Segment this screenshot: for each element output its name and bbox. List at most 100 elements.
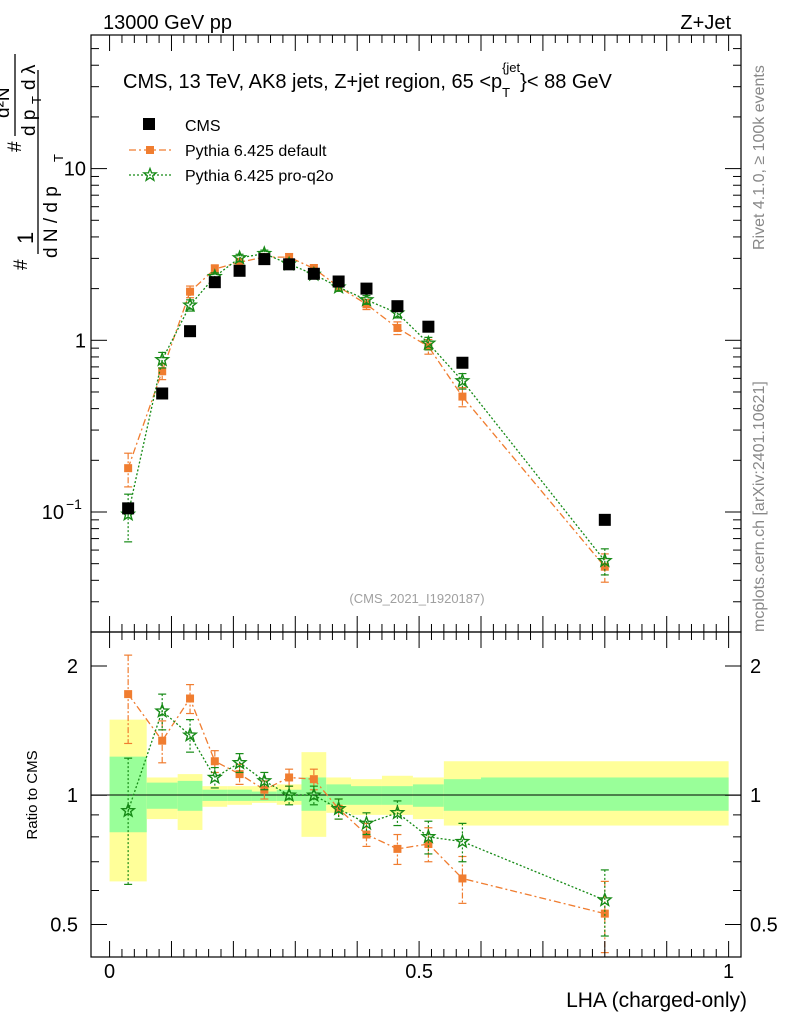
ratio-band-inner [412, 784, 444, 807]
analysis-watermark: (CMS_2021_I1920187) [349, 591, 484, 606]
cms-point [307, 267, 320, 280]
plot-title: CMS, 13 TeV, AK8 jets, Z+jet region, 65 … [123, 60, 613, 100]
main-y-axis-label: # 1 d N / d p T # d²N d p T d λ [0, 54, 66, 270]
cms-point [391, 300, 404, 313]
ratio-panel: 0.5 0.5 1 1 2 2 0 0.5 1 Ratio to CMS LHA (charge… [24, 631, 778, 1012]
legend-label-default: Pythia 6.425 default [185, 143, 327, 160]
ratio-y-tick-label: 1 [67, 785, 78, 807]
cms-point [332, 275, 345, 288]
ratio-default-point [210, 757, 219, 766]
svg-text:T: T [51, 154, 66, 162]
ratio-y-axis-label: Ratio to CMS [24, 750, 41, 839]
ratio-band-inner [481, 777, 729, 811]
ratio-y-tick-label-right: 2 [750, 656, 761, 678]
legend-label-proq2o: Pythia 6.425 pro-q2o [185, 168, 334, 185]
proq2o-line [127, 252, 606, 562]
ratio-y-tick-label: 0.5 [50, 914, 78, 936]
ratio-proq2o-point [256, 772, 273, 788]
svg-text:d p: d p [19, 110, 40, 136]
ratio-proq2o-point [181, 726, 199, 743]
ratio-default-point [393, 844, 402, 853]
cms-point [258, 253, 271, 266]
x-axis-label: LHA (charged-only) [566, 989, 747, 1012]
legend-label-cms: CMS [185, 118, 221, 135]
legend: CMS Pythia 6.425 default Pythia 6.425 pr… [129, 118, 334, 185]
svg-text:d N / d p: d N / d p [41, 186, 62, 258]
cms-point [156, 387, 169, 400]
cms-point [422, 320, 435, 333]
ratio-proq2o-point [305, 786, 322, 803]
ratio-proq2o-line [127, 709, 606, 901]
default-point [393, 323, 402, 332]
ratio-proq2o-point [154, 702, 171, 719]
legend-marker-default [146, 146, 154, 154]
proq2o-point [420, 334, 437, 351]
default-point [186, 287, 195, 296]
ratio-default-point [186, 694, 195, 703]
ratio-proq2o-point [454, 833, 471, 849]
ratio-proq2o-point [281, 786, 298, 803]
main-data-marks [120, 245, 613, 583]
legend-marker-proq2o [142, 166, 158, 182]
ratio-default-point [309, 775, 318, 784]
header-analysis: Z+Jet [680, 12, 731, 34]
ratio-y-tick-label-right: 1 [750, 785, 761, 807]
svg-text:1: 1 [13, 232, 38, 244]
cms-point [208, 276, 221, 289]
svg-text:d λ: d λ [19, 64, 40, 90]
proq2o-point [231, 249, 248, 265]
cms-point [456, 356, 469, 369]
ratio-band-inner [146, 782, 178, 809]
proq2o-point [596, 552, 613, 568]
ratio-default-point [158, 736, 167, 745]
ratio-proq2o-point [330, 800, 347, 816]
cms-point [122, 502, 135, 515]
cms-point [184, 325, 197, 338]
ratio-default-point [235, 770, 244, 779]
ratio-axis-ticks: 0.5 0.5 1 1 2 2 0 0.5 1 [50, 632, 778, 983]
svg-text:#: # [5, 141, 26, 152]
cms-point [283, 258, 296, 271]
cms-point [598, 513, 611, 526]
ratio-default-point [600, 909, 609, 918]
proq2o-point [454, 372, 471, 388]
legend-marker-cms [143, 118, 155, 130]
cms-point [360, 282, 373, 295]
svg-text:#: # [11, 259, 32, 270]
svg-text:T: T [29, 96, 44, 104]
proq2o-point [358, 291, 375, 307]
ratio-proq2o-point [596, 891, 613, 907]
main-y-tick-label: 10 [64, 159, 86, 181]
ratio-default-point [458, 874, 467, 883]
main-y-tick-label: 10 [42, 502, 64, 524]
header-process: 13000 GeV pp [103, 12, 232, 34]
ratio-frame [90, 631, 742, 958]
default-point [458, 392, 467, 401]
proq2o-point [154, 351, 171, 367]
ratio-proq2o-point [206, 768, 223, 785]
main-y-tick-label: 1 [75, 330, 86, 352]
ratio-y-tick-label: 2 [67, 656, 78, 678]
ratio-proq2o-point [231, 754, 248, 770]
ratio-proq2o-point [120, 802, 137, 818]
ratio-default-point [124, 690, 133, 699]
rivet-version-label: Rivet 4.1.0, ≥ 100k events [751, 65, 768, 250]
x-tick-label: 0.5 [405, 961, 433, 983]
ratio-default-point [285, 773, 294, 782]
mcplots-reference-label: mcplots.cern.ch [arXiv:2401.10621] [751, 381, 768, 632]
ratio-data-marks [120, 654, 613, 954]
x-tick-label: 1 [723, 961, 734, 983]
ratio-y-tick-label-right: 0.5 [750, 914, 778, 936]
x-tick-label: 0 [104, 961, 115, 983]
ratio-proq2o-point [420, 828, 437, 844]
default-point [158, 367, 167, 376]
svg-text:d²N: d²N [0, 87, 14, 118]
main-y-tick-exponent: −1 [66, 496, 82, 512]
ratio-default-line [127, 693, 605, 915]
default-point [124, 464, 133, 473]
ratio-proq2o-point [389, 804, 406, 820]
cms-point [233, 264, 246, 277]
